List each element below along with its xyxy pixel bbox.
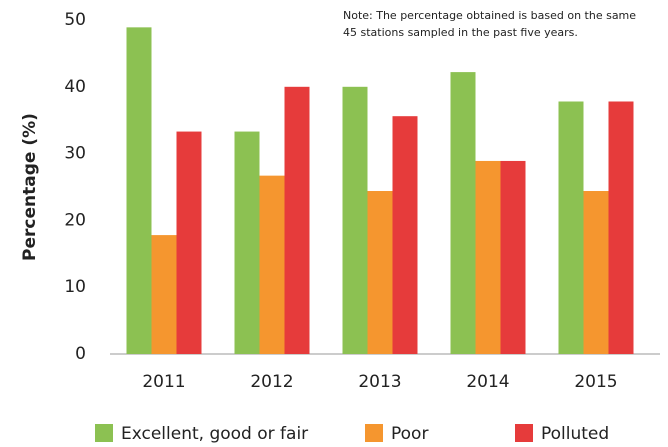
bar: [342, 86, 368, 355]
x-tick-label: 2013: [358, 372, 401, 392]
bar: [234, 131, 260, 354]
bar: [450, 72, 476, 354]
bar: [284, 86, 310, 355]
y-tick-label: 0: [75, 344, 86, 364]
x-tick-label: 2012: [250, 372, 293, 392]
y-tick-label: 10: [64, 277, 86, 297]
legend-label: Excellent, good or fair: [121, 424, 308, 444]
bar: [500, 160, 526, 354]
y-tick-label: 40: [64, 77, 86, 97]
bar: [367, 191, 393, 354]
bar: [176, 131, 202, 354]
x-tick-label: 2014: [466, 372, 509, 392]
legend-label: Poor: [391, 424, 428, 444]
bar: [151, 235, 177, 354]
legend-label: Polluted: [541, 424, 609, 444]
legend-swatch: [95, 424, 113, 442]
bar: [126, 27, 152, 355]
legend-swatch: [365, 424, 383, 442]
y-tick-label: 50: [64, 10, 86, 30]
bar: [583, 191, 609, 354]
bar: [392, 116, 418, 354]
bar: [259, 175, 285, 354]
note: 45 stations sampled in the past five yea…: [343, 26, 578, 39]
legend-swatch: [515, 424, 533, 442]
x-tick-label: 2015: [574, 372, 617, 392]
x-tick-label: 2011: [142, 372, 185, 392]
y-tick-label: 20: [64, 210, 86, 230]
note: Note: The percentage obtained is based o…: [343, 9, 636, 22]
y-tick-label: 30: [64, 144, 86, 164]
bar: [558, 101, 584, 354]
y-axis-label: Percentage (%): [20, 113, 40, 261]
bar: [608, 101, 634, 354]
bar: [475, 160, 501, 354]
